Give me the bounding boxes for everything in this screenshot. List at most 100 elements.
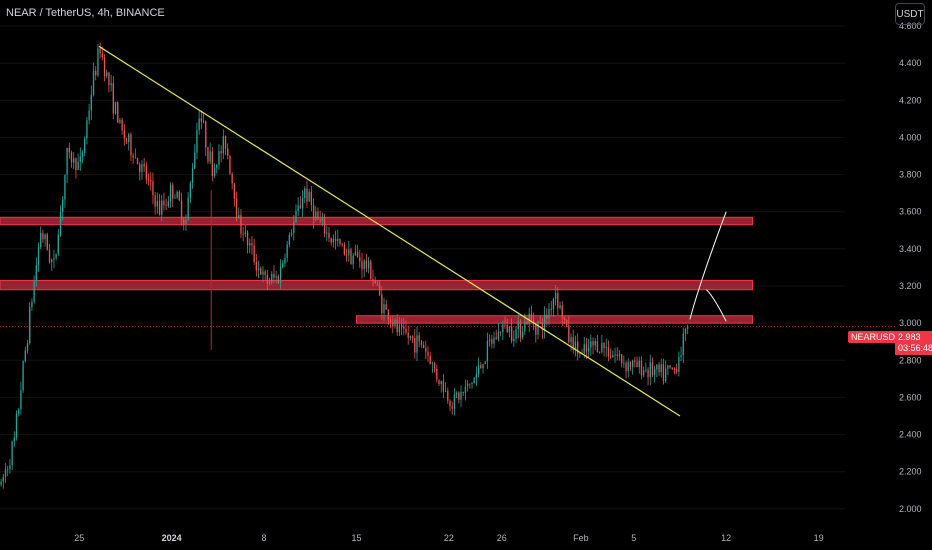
candle-body xyxy=(343,244,346,255)
candle xyxy=(161,194,163,222)
candle xyxy=(372,269,374,287)
candle xyxy=(150,172,152,191)
candle xyxy=(290,229,293,237)
candle-body xyxy=(97,48,99,76)
candle xyxy=(521,326,524,340)
candle xyxy=(409,335,412,341)
candle xyxy=(92,62,95,97)
symbol-price-tag[interactable]: NEARUSDT xyxy=(848,331,904,343)
candle-body xyxy=(607,347,610,357)
candle-body xyxy=(579,353,581,355)
candle xyxy=(477,357,480,378)
candle-body xyxy=(370,261,372,279)
candle-body xyxy=(378,284,381,295)
candle-body xyxy=(411,335,414,338)
candle xyxy=(297,197,299,216)
candle-body xyxy=(387,309,390,320)
candle xyxy=(596,334,599,353)
candle xyxy=(66,147,68,184)
candle xyxy=(673,367,676,375)
candle-body xyxy=(150,179,152,182)
candle xyxy=(84,136,86,157)
candle xyxy=(90,85,92,120)
candle-body xyxy=(233,183,236,199)
candle xyxy=(59,205,62,237)
candle xyxy=(117,101,119,123)
candle xyxy=(326,225,328,241)
candle-body xyxy=(326,232,328,234)
candle xyxy=(539,315,541,325)
candle-body xyxy=(103,57,106,77)
candle-body xyxy=(510,326,513,342)
candle-body xyxy=(594,341,596,346)
candle xyxy=(548,303,550,326)
candle xyxy=(119,118,121,125)
candle xyxy=(279,259,282,289)
x-tick-label: Feb xyxy=(573,533,589,543)
candle-body xyxy=(238,214,240,219)
candle xyxy=(418,331,420,348)
candle-body xyxy=(178,191,181,201)
y-tick-label: 3.200 xyxy=(899,281,922,291)
candle xyxy=(625,360,627,379)
candle xyxy=(620,353,623,368)
candle xyxy=(460,385,462,408)
y-tick-label: 3.600 xyxy=(899,207,922,217)
candle xyxy=(152,172,154,205)
candle-body xyxy=(290,233,293,235)
x-tick-label: 15 xyxy=(351,533,361,543)
candle xyxy=(647,367,649,386)
candle xyxy=(603,342,605,357)
candle-body xyxy=(79,156,81,162)
candle xyxy=(4,463,7,483)
candle-body xyxy=(222,136,225,154)
candle xyxy=(13,431,15,447)
candle-body xyxy=(638,360,640,368)
candle xyxy=(365,253,368,273)
candle xyxy=(636,356,638,368)
candle xyxy=(488,334,491,347)
candle xyxy=(220,145,222,163)
projection-group[interactable] xyxy=(689,211,727,322)
candle xyxy=(202,113,205,124)
candle xyxy=(308,188,310,202)
candle xyxy=(176,190,178,200)
time-axis[interactable]: 25 2024 8 15 22 26 Feb 5 12 19 xyxy=(74,533,823,543)
candle-body xyxy=(495,337,497,340)
candle xyxy=(484,361,486,365)
last-price-box: 2.983 03:56:48 xyxy=(895,331,932,355)
candle xyxy=(88,103,90,125)
candle xyxy=(680,346,682,362)
candle xyxy=(174,193,176,199)
trendline-group[interactable] xyxy=(98,45,681,417)
candle xyxy=(629,360,632,371)
candle xyxy=(293,215,295,241)
candle xyxy=(196,122,198,159)
candle xyxy=(429,352,431,365)
candle-body xyxy=(568,325,570,343)
candle-body xyxy=(323,217,326,234)
candle-body xyxy=(561,305,563,317)
price-axis[interactable]: 4.600 4.400 4.200 4.000 3.800 3.600 3.400 3.200… xyxy=(899,21,922,514)
candle-body xyxy=(194,152,196,169)
candle-body xyxy=(684,328,687,334)
candle xyxy=(271,271,273,285)
currency-button[interactable]: USDT xyxy=(895,3,925,25)
candle-body xyxy=(603,342,605,349)
candle-body xyxy=(420,340,423,345)
candle xyxy=(491,335,493,349)
candle-body xyxy=(156,201,158,207)
candle xyxy=(552,297,555,318)
candle-body xyxy=(383,304,385,314)
candle xyxy=(46,232,48,251)
candle xyxy=(139,162,141,181)
candle-body xyxy=(172,185,174,199)
candle-body xyxy=(455,392,458,395)
candle xyxy=(660,358,662,378)
candle-body xyxy=(414,337,416,353)
candle xyxy=(304,186,306,203)
candle-body xyxy=(348,249,350,255)
candle xyxy=(77,153,79,171)
candle-body xyxy=(361,261,363,270)
